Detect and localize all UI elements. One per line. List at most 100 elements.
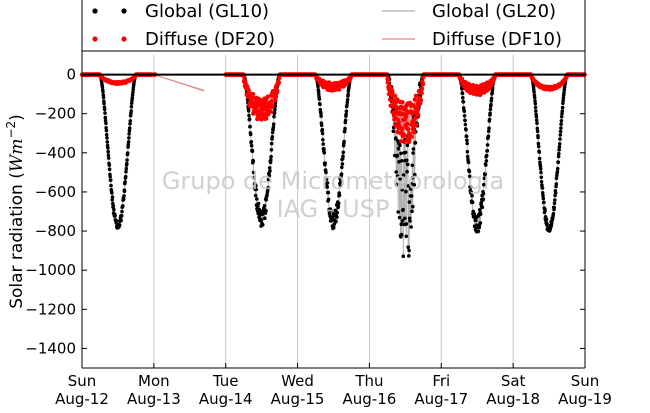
- global-point: [346, 92, 351, 97]
- global-point: [470, 193, 474, 198]
- global-point: [399, 151, 403, 156]
- global-point: [334, 219, 338, 224]
- x-tick-label-day: Fri: [432, 372, 450, 390]
- global-point: [557, 142, 562, 146]
- global-point: [557, 145, 562, 149]
- global-point: [405, 143, 410, 147]
- global-point: [467, 169, 472, 174]
- global-point: [256, 201, 261, 206]
- legend-global-gl10-marker: [92, 8, 98, 14]
- global-point: [125, 161, 129, 166]
- global-point: [474, 218, 478, 223]
- global-point: [329, 208, 334, 213]
- diffuse-markers: [79, 72, 587, 145]
- global-point: [561, 96, 566, 100]
- global-point: [123, 174, 128, 179]
- global-point: [560, 105, 565, 110]
- diffuse-point: [385, 78, 391, 83]
- y-axis-label-close: ): [7, 114, 27, 121]
- global-point: [404, 234, 409, 239]
- y-tick-label: −800: [35, 222, 76, 240]
- global-point: [345, 100, 350, 105]
- global-point: [394, 170, 399, 174]
- global-point: [536, 144, 541, 149]
- global-point: [103, 118, 108, 123]
- global-point: [130, 96, 135, 100]
- global-point: [544, 217, 549, 221]
- global-point: [553, 191, 558, 195]
- global-point: [127, 132, 131, 136]
- global-point: [316, 89, 321, 94]
- diffuse-point: [390, 90, 395, 95]
- legend-diffuse-df20-marker: [121, 36, 127, 42]
- global-point: [559, 122, 563, 126]
- global-point: [345, 103, 349, 108]
- global-point: [404, 222, 409, 226]
- diffuse-point: [412, 115, 418, 121]
- global-point: [489, 102, 493, 107]
- diffuse-point: [400, 100, 405, 105]
- global-point: [341, 150, 346, 155]
- global-point: [104, 128, 109, 133]
- x-tick-label-day: Sun: [68, 372, 97, 390]
- global-point: [405, 158, 409, 163]
- global-point: [319, 111, 323, 115]
- global-point: [484, 163, 488, 167]
- diffuse-point: [414, 122, 419, 128]
- global-point: [478, 212, 483, 216]
- global-point: [117, 223, 122, 227]
- global-point: [107, 163, 112, 167]
- global-point: [114, 219, 119, 223]
- x-tick-label-date: Aug-12: [55, 390, 109, 408]
- global-point: [326, 197, 331, 202]
- x-tick-label-date: Aug-18: [486, 390, 540, 408]
- global-point: [539, 170, 543, 175]
- legend-diffuse-df20-label: Diffuse (DF20): [145, 29, 275, 50]
- global-point: [407, 200, 412, 204]
- global-point: [344, 109, 349, 114]
- global-point: [269, 148, 274, 152]
- global-point: [533, 105, 538, 110]
- global-point: [400, 159, 404, 163]
- global-point: [336, 201, 341, 206]
- global-point: [101, 95, 106, 100]
- global-point: [540, 183, 544, 187]
- diffuse-point: [418, 97, 424, 103]
- global-point: [401, 254, 406, 258]
- global-point: [481, 197, 486, 202]
- global-point: [409, 194, 414, 198]
- global-markers: [80, 72, 587, 258]
- x-tick-label-day: Mon: [138, 372, 170, 390]
- global-point: [556, 160, 561, 165]
- diffuse-point: [410, 126, 415, 132]
- global-point: [263, 216, 267, 220]
- global-point: [465, 154, 470, 159]
- global-point: [251, 170, 256, 175]
- global-point: [483, 171, 488, 176]
- diffuse-point: [265, 94, 270, 99]
- global-point: [539, 180, 544, 184]
- diffuse-point: [257, 108, 262, 114]
- global-point: [535, 129, 540, 134]
- global-point: [562, 88, 567, 92]
- global-point: [489, 96, 494, 101]
- global-point: [273, 101, 278, 106]
- global-point: [413, 140, 418, 145]
- global-point: [121, 204, 125, 208]
- global-point: [128, 113, 133, 118]
- global-point: [101, 90, 105, 94]
- global-point: [460, 91, 465, 96]
- diffuse-point: [259, 117, 264, 122]
- global-point: [466, 160, 471, 165]
- global-point: [558, 133, 563, 137]
- global-point: [103, 111, 107, 115]
- global-point: [469, 190, 474, 194]
- diffuse-point: [403, 107, 408, 112]
- global-point: [549, 221, 554, 226]
- global-point: [127, 126, 132, 130]
- global-point: [535, 126, 540, 131]
- global-point: [410, 176, 415, 180]
- global-point: [394, 182, 399, 187]
- global-point: [128, 119, 133, 123]
